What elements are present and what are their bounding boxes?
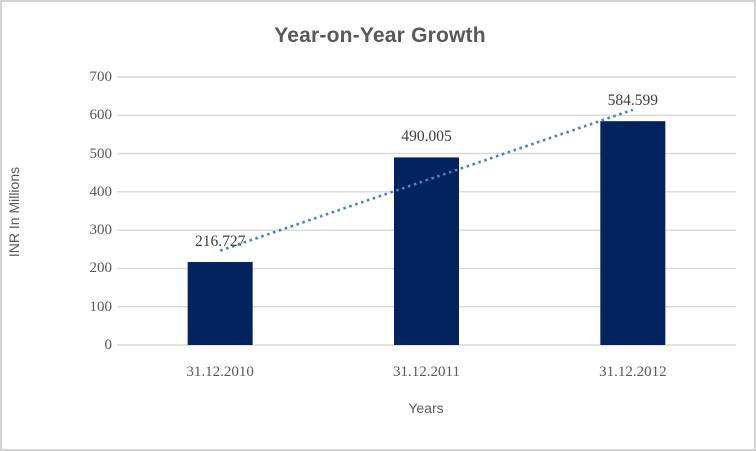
x-tick-label: 31.12.2012 bbox=[599, 364, 667, 380]
bar bbox=[600, 121, 666, 345]
bar bbox=[187, 262, 253, 345]
y-tick-label: 500 bbox=[89, 145, 113, 162]
y-tick-label: 300 bbox=[89, 222, 113, 239]
x-tick-label: 31.12.2010 bbox=[186, 364, 254, 380]
bar bbox=[394, 157, 459, 345]
y-tick-label: 100 bbox=[89, 298, 113, 315]
data-label: 490.005 bbox=[401, 128, 452, 146]
data-label: 584.599 bbox=[607, 92, 659, 110]
trendline bbox=[219, 108, 634, 252]
data-label: 216.727 bbox=[194, 233, 246, 251]
y-tick-label: 600 bbox=[89, 107, 113, 124]
y-tick-label: 200 bbox=[89, 260, 113, 277]
chart-title: Year-on-Year Growth bbox=[274, 24, 486, 47]
y-tick-label: 0 bbox=[104, 337, 113, 353]
y-tick-label: 700 bbox=[89, 69, 113, 85]
y-tick-label: 400 bbox=[89, 183, 113, 200]
x-axis-title: Years bbox=[408, 400, 444, 416]
x-tick-label: 31.12.2011 bbox=[393, 364, 460, 380]
